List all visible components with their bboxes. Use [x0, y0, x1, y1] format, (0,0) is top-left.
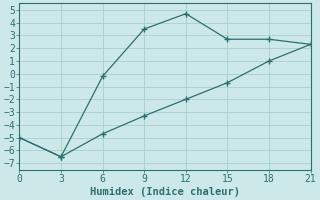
X-axis label: Humidex (Indice chaleur): Humidex (Indice chaleur) — [90, 186, 240, 197]
